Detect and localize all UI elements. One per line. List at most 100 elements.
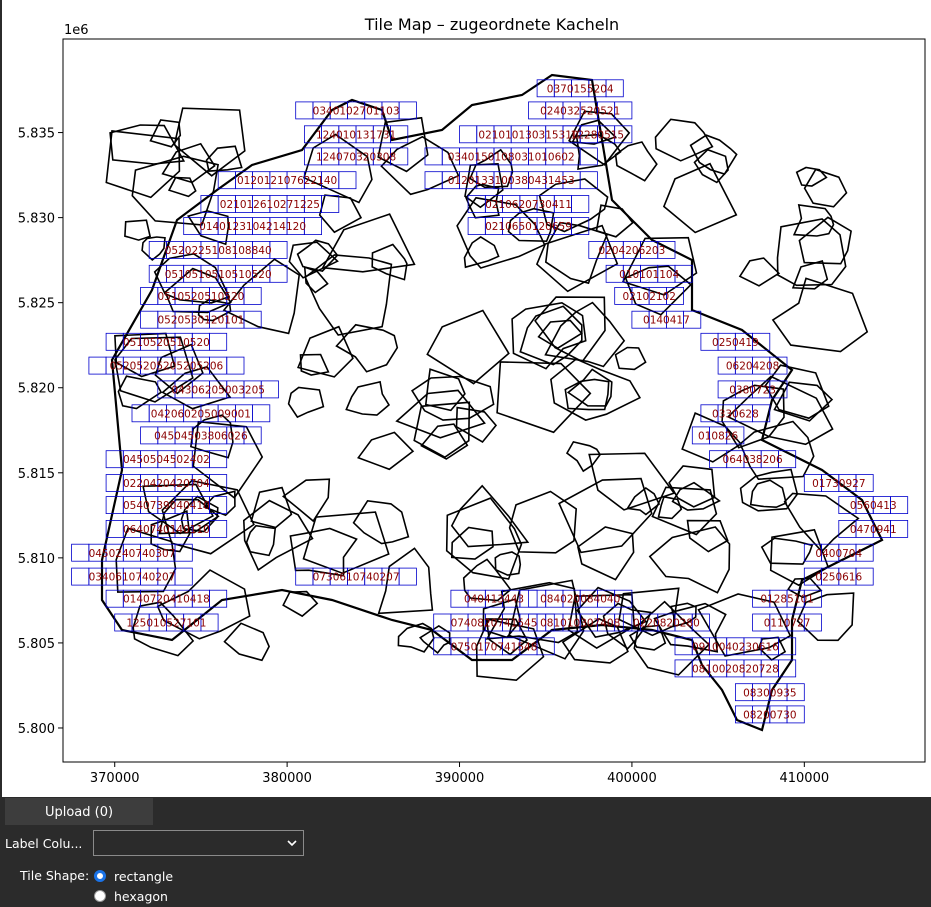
district-outline <box>180 495 219 533</box>
tile <box>243 426 262 445</box>
tile <box>683 310 702 329</box>
tile <box>614 589 633 608</box>
tile <box>269 240 288 259</box>
x-axis: 370000 380000 390000 400000 410000 <box>90 762 829 786</box>
tile <box>390 147 409 166</box>
tile <box>209 474 228 492</box>
district-outline <box>223 622 270 662</box>
tile <box>657 240 676 259</box>
tile-label: 01730927 <box>812 478 865 490</box>
district-outline <box>357 431 415 471</box>
district-outline <box>792 203 835 237</box>
district-outline <box>475 618 545 682</box>
district-outline <box>633 600 711 676</box>
tile-label: 084020084040 <box>540 594 620 606</box>
district-outline <box>739 468 799 512</box>
tile-label: 125010527101 <box>126 618 206 630</box>
y-tick-label: 5.810 <box>18 552 55 567</box>
district-outline <box>511 301 587 370</box>
district-outline <box>281 478 331 523</box>
district-outline <box>764 364 830 420</box>
district-outline <box>668 465 716 508</box>
district-outline <box>197 298 232 322</box>
district-outline <box>345 380 391 416</box>
tile <box>209 496 228 515</box>
district-outline <box>588 452 676 511</box>
district-outline <box>496 361 592 434</box>
tile-label: 0110727 <box>764 618 811 630</box>
tile-label: 0140123104214120 <box>199 221 306 233</box>
tile-label: 0510510510510520 <box>165 269 272 281</box>
district-outline <box>205 145 243 172</box>
tile <box>786 705 805 724</box>
district-outline <box>245 524 277 557</box>
tile-label: 124070320308 <box>316 151 396 163</box>
district-outline <box>299 353 330 376</box>
tile <box>571 195 590 213</box>
district-outline <box>550 358 642 421</box>
tile-label: 0640740140110 <box>123 524 210 536</box>
district-outline <box>164 267 232 314</box>
district-outline <box>142 483 214 535</box>
tile-label: 0470941 <box>850 524 897 536</box>
shape-option-hexagon[interactable]: hexagon <box>94 887 168 905</box>
tile <box>691 613 710 632</box>
tile <box>243 310 262 329</box>
district-outline <box>662 162 738 234</box>
tile-label: 040413443 <box>464 594 524 606</box>
district-outline <box>621 236 698 296</box>
district-outline <box>161 479 255 555</box>
district-outline <box>450 484 530 548</box>
district-outline <box>352 499 410 545</box>
district-outline <box>371 243 408 281</box>
upload-button[interactable]: Upload (0) <box>5 798 153 825</box>
tile <box>338 171 357 190</box>
district-outline <box>577 526 635 581</box>
tile-label: 0370155204 <box>547 83 614 95</box>
tile <box>769 356 788 375</box>
tile-label: 0250616 <box>815 572 862 584</box>
tile-label: 0140720410418 <box>123 594 210 606</box>
district-outline <box>689 134 738 175</box>
tile-map-figure: Tile Map – zugeordnete Kacheln 1e6 03701… <box>2 0 931 797</box>
tile-label: 02102102 <box>622 291 675 303</box>
tile <box>260 380 279 399</box>
district-outline <box>426 309 510 385</box>
y-tick-label: 5.815 <box>18 467 55 482</box>
tile <box>752 404 771 423</box>
tile-shape-label: Tile Shape: <box>20 868 90 883</box>
tile-label: 06204208 <box>726 361 779 373</box>
control-panel: Upload (0) Label Colu... Tile Shape: rec… <box>0 797 931 907</box>
label-column-select[interactable] <box>93 830 304 856</box>
tile-label: 0560413 <box>850 500 897 512</box>
district-outline <box>377 116 429 173</box>
district-outline <box>791 260 829 290</box>
tile-label: 04504503806026 <box>154 430 248 442</box>
tile <box>252 404 271 423</box>
district-outline <box>154 343 204 395</box>
shape-option-rectangle[interactable]: rectangle <box>94 867 173 885</box>
district-outline <box>776 218 847 287</box>
tile-label: 024032520521 <box>540 105 620 117</box>
district-outline <box>321 213 416 273</box>
tile-label: 010826 <box>698 430 738 442</box>
tile-label: 0810020820728 <box>692 663 779 675</box>
tile <box>778 450 797 469</box>
district-outline <box>187 210 230 246</box>
tile-labels-group: 0370155204 0340102701103 024032520521 12401… <box>89 83 897 721</box>
district-outline <box>464 162 504 209</box>
tile-label: 0250419 <box>712 337 759 349</box>
district-outline <box>693 148 729 184</box>
district-outline <box>757 636 787 661</box>
district-outline <box>771 277 869 353</box>
tile-map-chart: Tile Map – zugeordnete Kacheln 1e6 03701… <box>18 15 926 786</box>
y-tick-label: 5.825 <box>18 297 55 312</box>
tile <box>536 637 555 656</box>
tile-label: 0330628 <box>712 408 759 420</box>
district-outline <box>544 221 609 285</box>
district-outline <box>318 194 363 234</box>
tile <box>209 332 228 351</box>
tile <box>769 380 788 399</box>
district-outline <box>686 519 729 553</box>
district-outline <box>397 622 435 653</box>
